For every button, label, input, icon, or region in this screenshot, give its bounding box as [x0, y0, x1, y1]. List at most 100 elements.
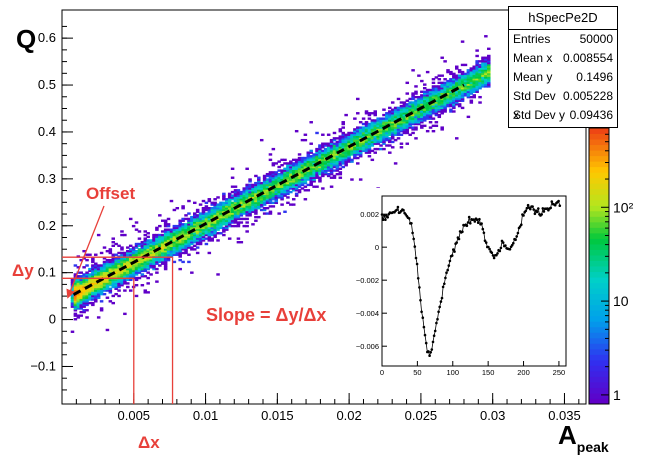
heatmap-cell — [472, 78, 476, 81]
heatmap-cell — [230, 210, 235, 213]
heatmap-cell — [315, 149, 319, 153]
heatmap-cell — [326, 169, 331, 172]
heatmap-cell — [114, 282, 118, 285]
heatmap-cell — [216, 226, 220, 230]
heatmap-cell — [152, 233, 156, 237]
heatmap-cell — [367, 147, 372, 151]
heatmap-cell — [484, 72, 488, 76]
heatmap-cell — [463, 85, 468, 88]
colorbar-step — [589, 299, 609, 306]
heatmap-cell — [73, 273, 78, 276]
heatmap-cell — [487, 61, 491, 65]
heatmap-cell — [449, 97, 453, 101]
heatmap-cell — [431, 92, 436, 95]
heatmap-cell — [411, 115, 415, 119]
heatmap-cell — [271, 172, 276, 176]
heatmap-cell — [158, 237, 162, 240]
heatmap-cell — [94, 289, 98, 292]
heatmap-cell — [149, 244, 153, 247]
inset-data-point — [402, 208, 405, 212]
heatmap-cell — [73, 314, 78, 317]
heatmap-cell — [463, 83, 468, 86]
heatmap-cell — [166, 251, 171, 255]
heatmap-cell — [286, 196, 290, 199]
heatmap-cell — [193, 201, 197, 205]
colorbar-step — [589, 348, 609, 355]
y-axis-title: Q — [16, 24, 36, 54]
inset-data-point — [484, 241, 488, 244]
heatmap-cell — [248, 187, 252, 190]
heatmap-cell — [452, 95, 456, 99]
heatmap-cell — [431, 104, 436, 108]
heatmap-cell — [181, 232, 185, 235]
heatmap-cell — [367, 140, 372, 144]
heatmap-cell — [102, 284, 107, 287]
stats-value: 50000 — [579, 32, 613, 46]
heatmap-cell — [379, 124, 383, 128]
heatmap-cell — [350, 135, 354, 138]
heatmap-cell — [152, 251, 156, 255]
inset-data-point — [445, 271, 448, 275]
heatmap-cell — [283, 171, 287, 174]
heatmap-cell — [382, 129, 386, 133]
heatmap-cell — [120, 269, 124, 273]
heatmap-cell — [484, 76, 488, 79]
heatmap-cell — [254, 187, 258, 190]
heatmap-cell — [143, 264, 148, 267]
heatmap-cell — [105, 267, 110, 271]
heatmap-cell — [283, 210, 287, 213]
heatmap-cell — [286, 189, 290, 192]
heatmap-cell — [390, 129, 395, 133]
heatmap-cell — [265, 194, 270, 197]
heatmap-cell — [460, 87, 465, 90]
heatmap-cell — [225, 215, 229, 219]
heatmap-cell — [193, 244, 197, 247]
heatmap-cell — [239, 194, 244, 197]
inset-data-point — [525, 206, 529, 210]
heatmap-cell — [408, 97, 412, 101]
heatmap-cell — [230, 205, 235, 208]
heatmap-cell — [440, 103, 444, 106]
heatmap-cell — [105, 328, 110, 332]
heatmap-cell — [163, 224, 168, 228]
heatmap-cell — [73, 301, 78, 305]
heatmap-cell — [207, 214, 212, 217]
heatmap-cell — [143, 237, 148, 240]
heatmap-cell — [105, 284, 110, 287]
heatmap-cell — [88, 296, 92, 299]
heatmap-cell — [225, 221, 229, 224]
heatmap-cell — [321, 165, 325, 169]
heatmap-cell — [190, 219, 194, 222]
heatmap-cell — [315, 153, 319, 156]
heatmap-cell — [373, 137, 377, 140]
heatmap-cell — [408, 119, 412, 122]
heatmap-cell — [259, 189, 264, 192]
heatmap-cell — [326, 162, 331, 165]
heatmap-cell — [198, 223, 203, 226]
heatmap-cell — [484, 67, 488, 70]
heatmap-cell — [289, 187, 293, 190]
heatmap-cell — [306, 156, 311, 160]
heatmap-cell — [274, 183, 279, 187]
heatmap-cell — [321, 174, 325, 178]
heatmap-cell — [128, 244, 133, 247]
heatmap-cell — [230, 194, 235, 197]
heatmap-cell — [242, 224, 246, 228]
heatmap-cell — [286, 180, 290, 183]
colorbar-step — [589, 144, 609, 151]
heatmap-cell — [248, 185, 252, 188]
heatmap-cell — [85, 273, 89, 276]
heatmap-cell — [160, 246, 165, 249]
heatmap-cell — [332, 149, 337, 153]
heatmap-cell — [344, 155, 348, 158]
heatmap-cell — [373, 113, 377, 117]
heatmap-cell — [353, 137, 357, 140]
heatmap-cell — [201, 210, 206, 213]
heatmap-cell — [425, 117, 430, 120]
heatmap-cell — [259, 181, 264, 185]
heatmap-cell — [356, 133, 360, 136]
heatmap-cell — [225, 203, 229, 206]
heatmap-cell — [123, 257, 127, 260]
heatmap-cell — [152, 241, 156, 244]
heatmap-cell — [91, 280, 95, 283]
